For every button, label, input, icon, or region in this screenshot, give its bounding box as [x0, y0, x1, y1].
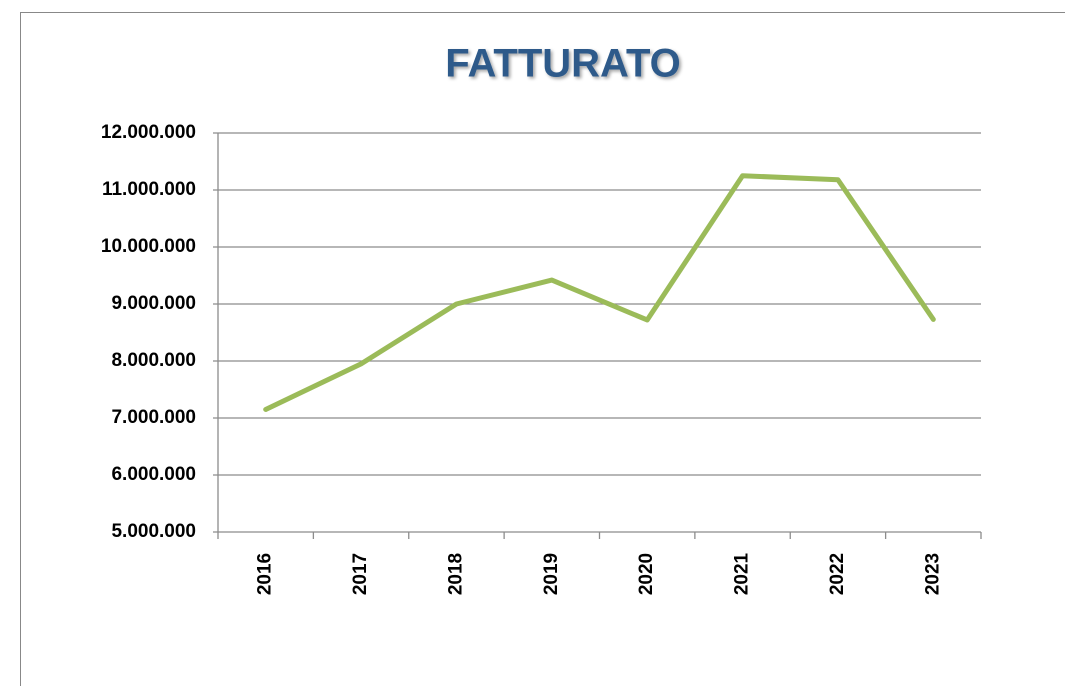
chart-title: FATTURATO: [445, 42, 681, 86]
x-tick-label: 2020: [636, 553, 657, 595]
y-tick-label: 9.000.000: [111, 293, 196, 314]
y-tick-label: 11.000.000: [102, 179, 196, 200]
y-tick-label: 12.000.000: [101, 122, 196, 143]
x-tick-label: 2023: [922, 553, 943, 595]
y-tick-label: 5.000.000: [111, 521, 196, 542]
x-tick-label: 2022: [827, 553, 848, 595]
y-tick-label: 10.000.000: [101, 236, 196, 257]
y-tick-label: 8.000.000: [111, 350, 196, 371]
x-tick-label: 2021: [732, 552, 753, 595]
data-line: [263, 173, 936, 412]
x-tick-label: 2018: [445, 553, 466, 595]
x-tick-label: 2017: [350, 553, 371, 595]
y-tick-label: 6.000.000: [111, 464, 196, 485]
y-tick-label: 7.000.000: [111, 407, 196, 428]
chart-border: [20, 12, 1065, 686]
x-tick-label: 2019: [541, 553, 562, 595]
x-tick-label: 2016: [255, 553, 276, 595]
